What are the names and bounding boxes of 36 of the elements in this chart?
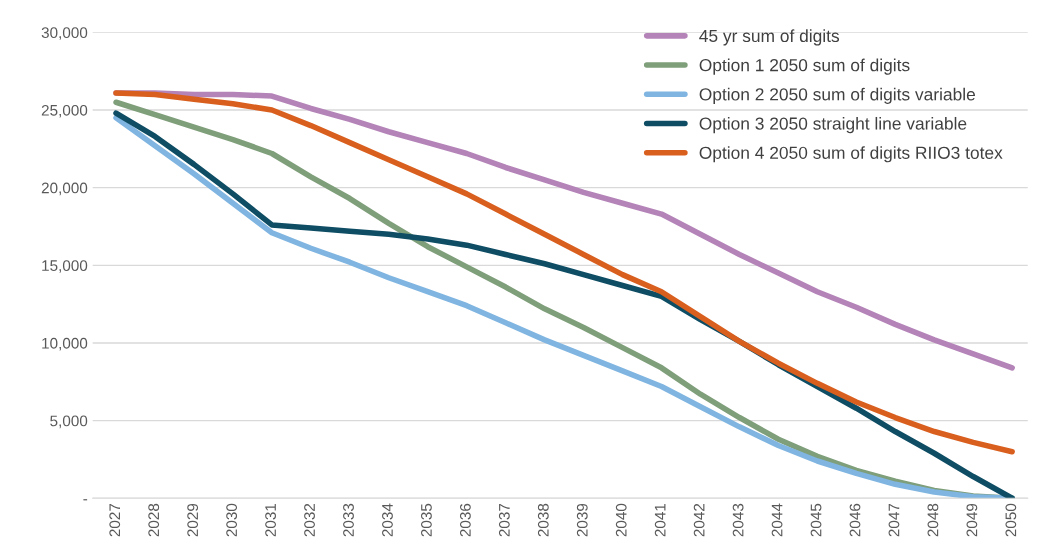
x-tick-label: 2048 xyxy=(927,503,939,537)
x-tick-label: 2027 xyxy=(109,503,121,537)
x-tick-label: 2028 xyxy=(148,503,160,537)
x-tick-label: 2032 xyxy=(304,503,315,537)
legend-label: Option 1 2050 sum of digits xyxy=(699,58,910,75)
x-tick-label: 2036 xyxy=(459,503,471,537)
x-tick-label: 2047 xyxy=(888,503,900,537)
x-tick-label: 2050 xyxy=(1005,503,1017,537)
legend-label: 45 yr sum of digits xyxy=(699,29,840,46)
x-tick-label: 2044 xyxy=(771,503,783,537)
x-tick-label: 2038 xyxy=(537,503,549,537)
x-tick-label: 2040 xyxy=(615,503,627,537)
x-tick-label: 2041 xyxy=(654,503,666,537)
x-tick-label: 2045 xyxy=(810,503,822,537)
x-tick-label: 2049 xyxy=(966,503,978,537)
legend-label: Option 3 2050 straight line variable xyxy=(699,116,967,134)
y-tick-label: - xyxy=(83,499,88,501)
y-tick-label: 20,000 xyxy=(41,182,88,196)
legend-label: Option 4 2050 sum of digits RIIO3 totex xyxy=(699,146,1003,163)
y-tick-label: 25,000 xyxy=(41,104,88,118)
x-tick-label: 2031 xyxy=(265,503,276,537)
x-tick-label: 2035 xyxy=(421,503,432,537)
y-tick-label: 5,000 xyxy=(50,415,88,429)
x-tick-label: 2029 xyxy=(187,503,199,537)
legend-label: Option 2 2050 sum of digits variable xyxy=(699,87,975,104)
x-tick-label: 2034 xyxy=(382,503,393,537)
x-tick-label: 2030 xyxy=(226,503,238,537)
y-tick-label: 10,000 xyxy=(42,337,88,351)
y-tick-label: 15,000 xyxy=(42,260,88,273)
y-tick-label: 30,000 xyxy=(41,27,88,40)
x-tick-label: 2042 xyxy=(693,503,705,537)
x-tick-label: 2037 xyxy=(498,503,510,537)
x-tick-label: 2039 xyxy=(576,503,588,537)
x-tick-label: 2043 xyxy=(732,503,744,537)
x-tick-label: 2033 xyxy=(343,503,354,537)
x-tick-label: 2046 xyxy=(849,503,861,537)
